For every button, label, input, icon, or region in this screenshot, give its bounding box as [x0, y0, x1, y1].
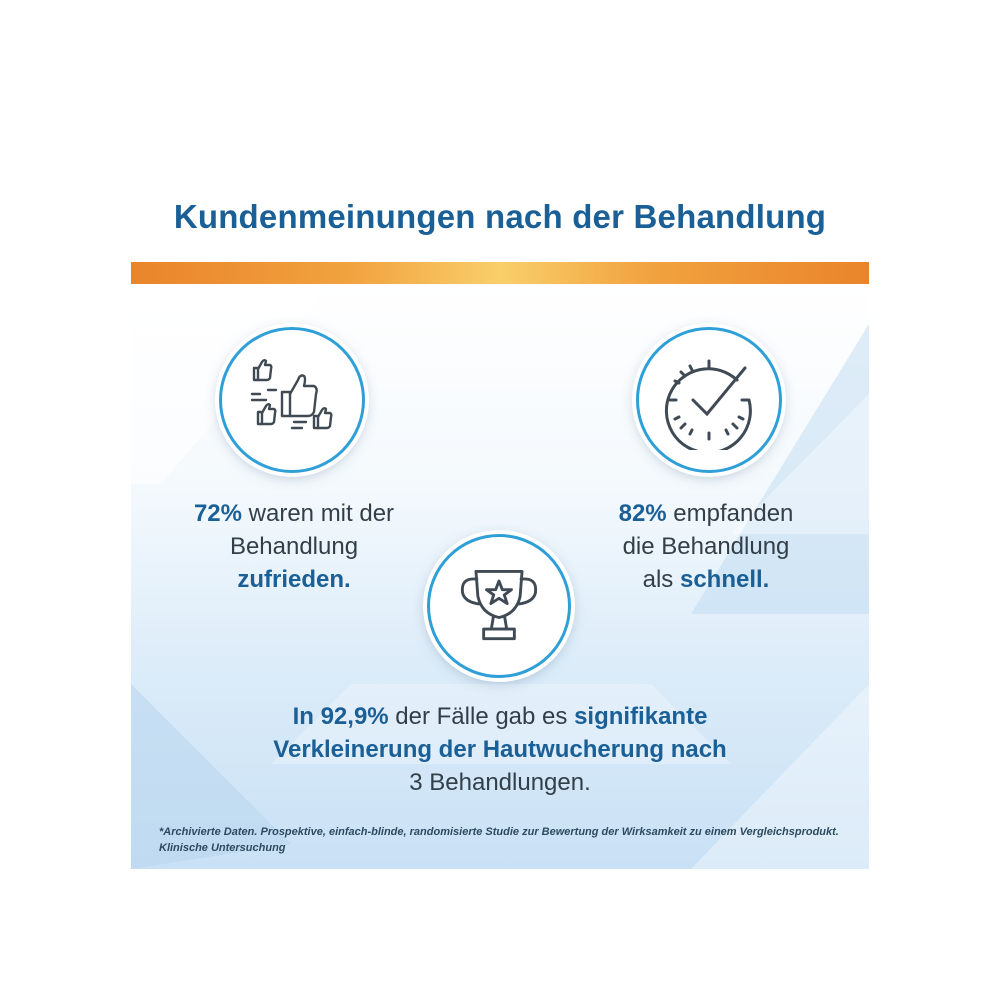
speed-text-2: die Behandlung [622, 533, 790, 560]
satisfaction-value: 72% [193, 500, 242, 527]
speed-value: 82% [618, 500, 667, 527]
accent-bar [131, 262, 869, 284]
satisfaction-text-2: Behandlung [229, 533, 359, 560]
speed-stat: 82% empfanden die Behandlung als schnell… [561, 497, 851, 596]
footnote: *Archivierte Daten. Prospektive, einfach… [159, 826, 839, 854]
speed-text-1: empfanden [666, 500, 794, 527]
satisfaction-stat: 72% waren mit der Behandlung zufrieden. [149, 497, 439, 596]
reduction-emphasis-2: Verkleinerung der Hautwucherung nach [273, 736, 727, 763]
reduction-text-1: der Fälle gab es [388, 703, 575, 730]
reduction-value: In 92,9% [292, 703, 389, 730]
satisfaction-text-1: waren mit der [241, 500, 395, 527]
thumbs-up-group-icon [250, 359, 333, 430]
satisfaction-icon-circle [219, 327, 365, 473]
reduction-stat: In 92,9% der Fälle gab es signifikante V… [131, 700, 869, 799]
reduction-emphasis-1: signifikante [574, 703, 708, 730]
trophy-star-icon [460, 570, 538, 641]
speed-text-3: als [642, 566, 680, 593]
trophy-icon-circle [427, 534, 571, 678]
speed-icon-circle [636, 327, 782, 473]
reduction-text-2: 3 Behandlungen. [409, 769, 591, 796]
content-panel: 72% waren mit der Behandlung zufrieden. … [131, 284, 869, 869]
clock-check-icon [664, 359, 752, 450]
page-title: Kundenmeinungen nach der Behandlung [173, 198, 827, 235]
satisfaction-emphasis: zufrieden. [237, 566, 351, 593]
speed-emphasis: schnell. [679, 566, 770, 593]
